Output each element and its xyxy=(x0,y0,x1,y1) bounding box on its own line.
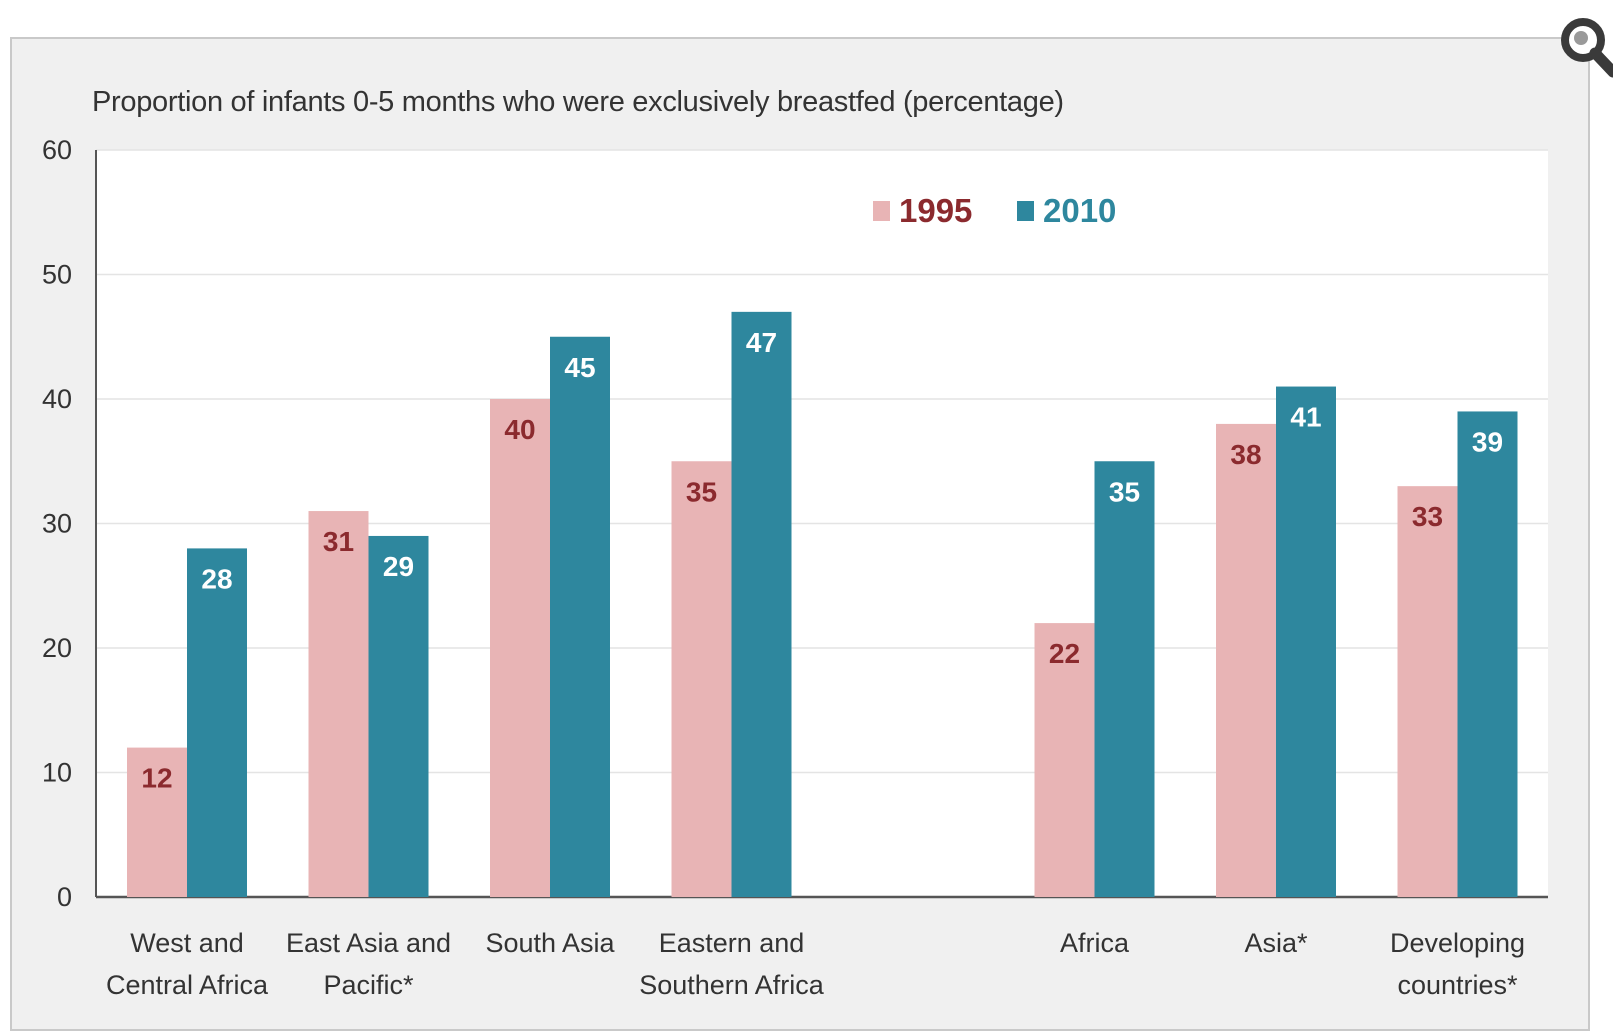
x-tick-label: Pacific* xyxy=(323,970,414,1000)
legend-swatch-2010 xyxy=(1017,201,1034,221)
data-label-2010: 41 xyxy=(1290,402,1321,433)
data-label-1995: 35 xyxy=(686,476,717,507)
x-tick-label: West and xyxy=(130,928,244,958)
bar-1995 xyxy=(1397,486,1458,897)
data-label-1995: 22 xyxy=(1049,638,1080,669)
legend-label-2010: 2010 xyxy=(1043,192,1116,229)
data-label-2010: 28 xyxy=(201,563,232,594)
y-tick-label: 10 xyxy=(42,758,72,788)
x-tick-label: Developing xyxy=(1390,928,1525,958)
data-label-2010: 39 xyxy=(1472,426,1503,457)
data-label-2010: 45 xyxy=(564,352,595,383)
y-tick-label: 50 xyxy=(42,260,72,290)
data-label-1995: 31 xyxy=(323,526,354,557)
data-label-1995: 38 xyxy=(1230,439,1261,470)
bar-1995 xyxy=(1034,623,1095,897)
bar-2010 xyxy=(1457,411,1518,897)
x-tick-label: East Asia and xyxy=(286,928,451,958)
x-tick-label: Central Africa xyxy=(106,970,269,1000)
y-tick-label: 40 xyxy=(42,384,72,414)
chart-title: Proportion of infants 0-5 months who wer… xyxy=(92,86,1064,118)
y-tick-label: 20 xyxy=(42,633,72,663)
x-tick-label: South Asia xyxy=(485,928,615,958)
x-tick-label: countries* xyxy=(1397,970,1518,1000)
x-tick-label: Asia* xyxy=(1244,928,1308,958)
data-label-1995: 33 xyxy=(1412,501,1443,532)
bar-2010 xyxy=(731,311,792,898)
data-label-1995: 12 xyxy=(141,763,172,794)
data-label-2010: 47 xyxy=(746,327,777,358)
legend-swatch-1995 xyxy=(873,201,890,221)
bar-2010 xyxy=(550,336,610,897)
bar-2010 xyxy=(1094,461,1155,897)
y-tick-label: 0 xyxy=(57,882,72,912)
bar-1995 xyxy=(490,399,550,897)
data-label-2010: 35 xyxy=(1109,476,1140,507)
bar-2010 xyxy=(368,535,429,897)
bar-1995 xyxy=(127,747,187,897)
x-tick-label: Africa xyxy=(1060,928,1130,958)
bar-1995 xyxy=(1216,423,1276,897)
legend-label-1995: 1995 xyxy=(899,192,972,229)
bar-1995 xyxy=(308,511,369,897)
bar-2010 xyxy=(187,548,247,897)
x-tick-label: Eastern and xyxy=(659,928,805,958)
bar-2010 xyxy=(1276,386,1336,897)
data-label-2010: 29 xyxy=(383,551,414,582)
y-tick-label: 60 xyxy=(42,135,72,165)
magnifier-icon[interactable] xyxy=(1558,12,1613,92)
bar-1995 xyxy=(671,461,732,897)
x-tick-label: Southern Africa xyxy=(639,970,825,1000)
y-tick-label: 30 xyxy=(42,509,72,539)
data-label-1995: 40 xyxy=(504,414,535,445)
